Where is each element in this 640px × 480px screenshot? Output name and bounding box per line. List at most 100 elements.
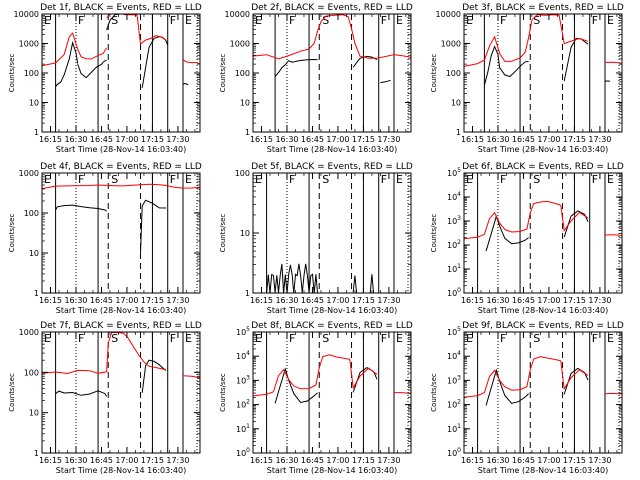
plot-frame [41, 172, 201, 294]
x-tick-label: 16:45 [301, 296, 324, 305]
y-axis-label: Counts/sec [430, 373, 438, 412]
attenuator-label: E [466, 173, 473, 186]
x-tick-label: 16:15 [250, 135, 273, 144]
series-events-segment [483, 45, 501, 86]
attenuator-markers [483, 14, 620, 132]
panel-title: Det 8f, BLACK = Events, RED = LLD [251, 321, 413, 331]
panel-title: Det 4f, BLACK = Events, RED = LLD [40, 162, 202, 172]
attenuator-label: F [592, 14, 598, 27]
x-tick-label: 17:00 [115, 135, 138, 144]
x-tick-label: 17:15 [563, 135, 586, 144]
y-tick-label: 10 [29, 99, 39, 108]
x-tick-label: 16:15 [39, 456, 62, 465]
y-tick-label: 1 [34, 289, 39, 298]
series-events-segment [55, 390, 108, 397]
x-tick-label: 17:00 [326, 296, 349, 305]
x-tick-label: 16:45 [301, 456, 324, 465]
x-tick-label: 17:00 [326, 456, 349, 465]
series-lld-segment [464, 356, 561, 398]
series-lld-segment [42, 32, 108, 67]
y-tick-label: 100 [24, 209, 39, 218]
y-tick-label: 101 [447, 423, 461, 434]
panel-title: Det 1f, BLACK = Events, RED = LLD [40, 3, 202, 13]
y-tick-label: 102 [447, 239, 461, 250]
attenuator-label: E [396, 173, 403, 186]
x-tick-label: 16:30 [64, 456, 87, 465]
y-tick-label: 105 [236, 326, 250, 337]
x-tick-label: 17:15 [352, 135, 375, 144]
x-tick-label: 17:30 [588, 296, 611, 305]
plot-frame [252, 172, 412, 294]
x-tick-label: 17:15 [352, 456, 375, 465]
x-tick-label: 17:30 [166, 135, 189, 144]
y-tick-label: 1 [34, 128, 39, 137]
y-tick-label: 105 [447, 167, 461, 178]
y-tick-label: 1000 [441, 40, 461, 49]
plot-frame [252, 331, 412, 454]
y-tick-label: 10 [451, 99, 461, 108]
x-tick-label: 16:30 [275, 135, 298, 144]
attenuator-label: F [289, 332, 295, 345]
x-tick-label: 16:30 [64, 296, 87, 305]
y-tick-label: 10 [240, 99, 250, 108]
attenuator-label: S [111, 14, 118, 27]
panel-title: Det 9f, BLACK = Events, RED = LLD [462, 321, 624, 331]
attenuator-label: E [607, 14, 614, 27]
x-tick-label: 17:00 [115, 456, 138, 465]
attenuator-label: E [396, 332, 403, 345]
x-axis-label: Start Time (28-Nov-14 16:03:40) [267, 306, 397, 315]
y-tick-label: 10000 [225, 10, 250, 19]
x-axis-label: Start Time (28-Nov-14 16:03:40) [56, 466, 186, 475]
y-tick-label: 100 [24, 69, 39, 78]
y-tick-label: 100 [235, 169, 250, 178]
y-axis-label: Counts/sec [219, 54, 227, 93]
x-tick-label: 16:30 [486, 296, 509, 305]
attenuator-label: E [466, 14, 473, 27]
y-tick-label: 100 [446, 69, 461, 78]
series-lld-segment [464, 14, 560, 67]
y-axis-label: Counts/sec [8, 373, 16, 412]
y-tick-label: 105 [447, 326, 461, 337]
attenuator-label: F [170, 14, 176, 27]
panel-title: Det 2f, BLACK = Events, RED = LLD [251, 3, 413, 13]
y-tick-label: 103 [447, 215, 461, 226]
y-tick-label: 100 [236, 447, 250, 458]
x-axis-label: Start Time (28-Nov-14 16:03:40) [478, 306, 608, 315]
x-axis-label: Start Time (28-Nov-14 16:03:40) [267, 466, 397, 475]
y-tick-label: 10 [29, 409, 39, 418]
y-tick-label: 10 [240, 229, 250, 238]
attenuator-label: F [500, 173, 506, 186]
x-axis-label: Start Time (28-Nov-14 16:03:40) [267, 145, 397, 154]
y-axis-label: Counts/sec [430, 214, 438, 253]
panel-title: Det 3f, BLACK = Events, RED = LLD [462, 3, 624, 13]
x-tick-label: 16:45 [512, 296, 535, 305]
attenuator-label: S [111, 173, 118, 186]
series-lld-segment [604, 61, 622, 64]
series-lld-segment [106, 14, 138, 19]
x-tick-label: 16:15 [461, 456, 484, 465]
x-tick-label: 17:15 [352, 296, 375, 305]
attenuator-label: S [533, 173, 540, 186]
x-tick-label: 16:45 [512, 135, 535, 144]
y-tick-label: 101 [236, 423, 250, 434]
x-tick-label: 16:30 [275, 296, 298, 305]
series-events-segment [55, 40, 79, 88]
x-tick-label: 16:45 [90, 296, 113, 305]
y-axis-label: Counts/sec [219, 373, 227, 412]
x-tick-label: 17:00 [326, 135, 349, 144]
x-tick-label: 17:15 [141, 296, 164, 305]
attenuator-label: F [289, 173, 295, 186]
y-axis-label: Counts/sec [219, 214, 227, 253]
plot-frame [463, 172, 623, 294]
series-events-segment [274, 58, 318, 77]
x-tick-label: 17:15 [141, 135, 164, 144]
x-tick-label: 16:30 [275, 456, 298, 465]
y-tick-label: 101 [447, 263, 461, 274]
attenuator-label: S [533, 332, 540, 345]
attenuator-label: F [78, 332, 84, 345]
series-lld-segment [464, 200, 561, 240]
attenuator-label: F [381, 14, 387, 27]
